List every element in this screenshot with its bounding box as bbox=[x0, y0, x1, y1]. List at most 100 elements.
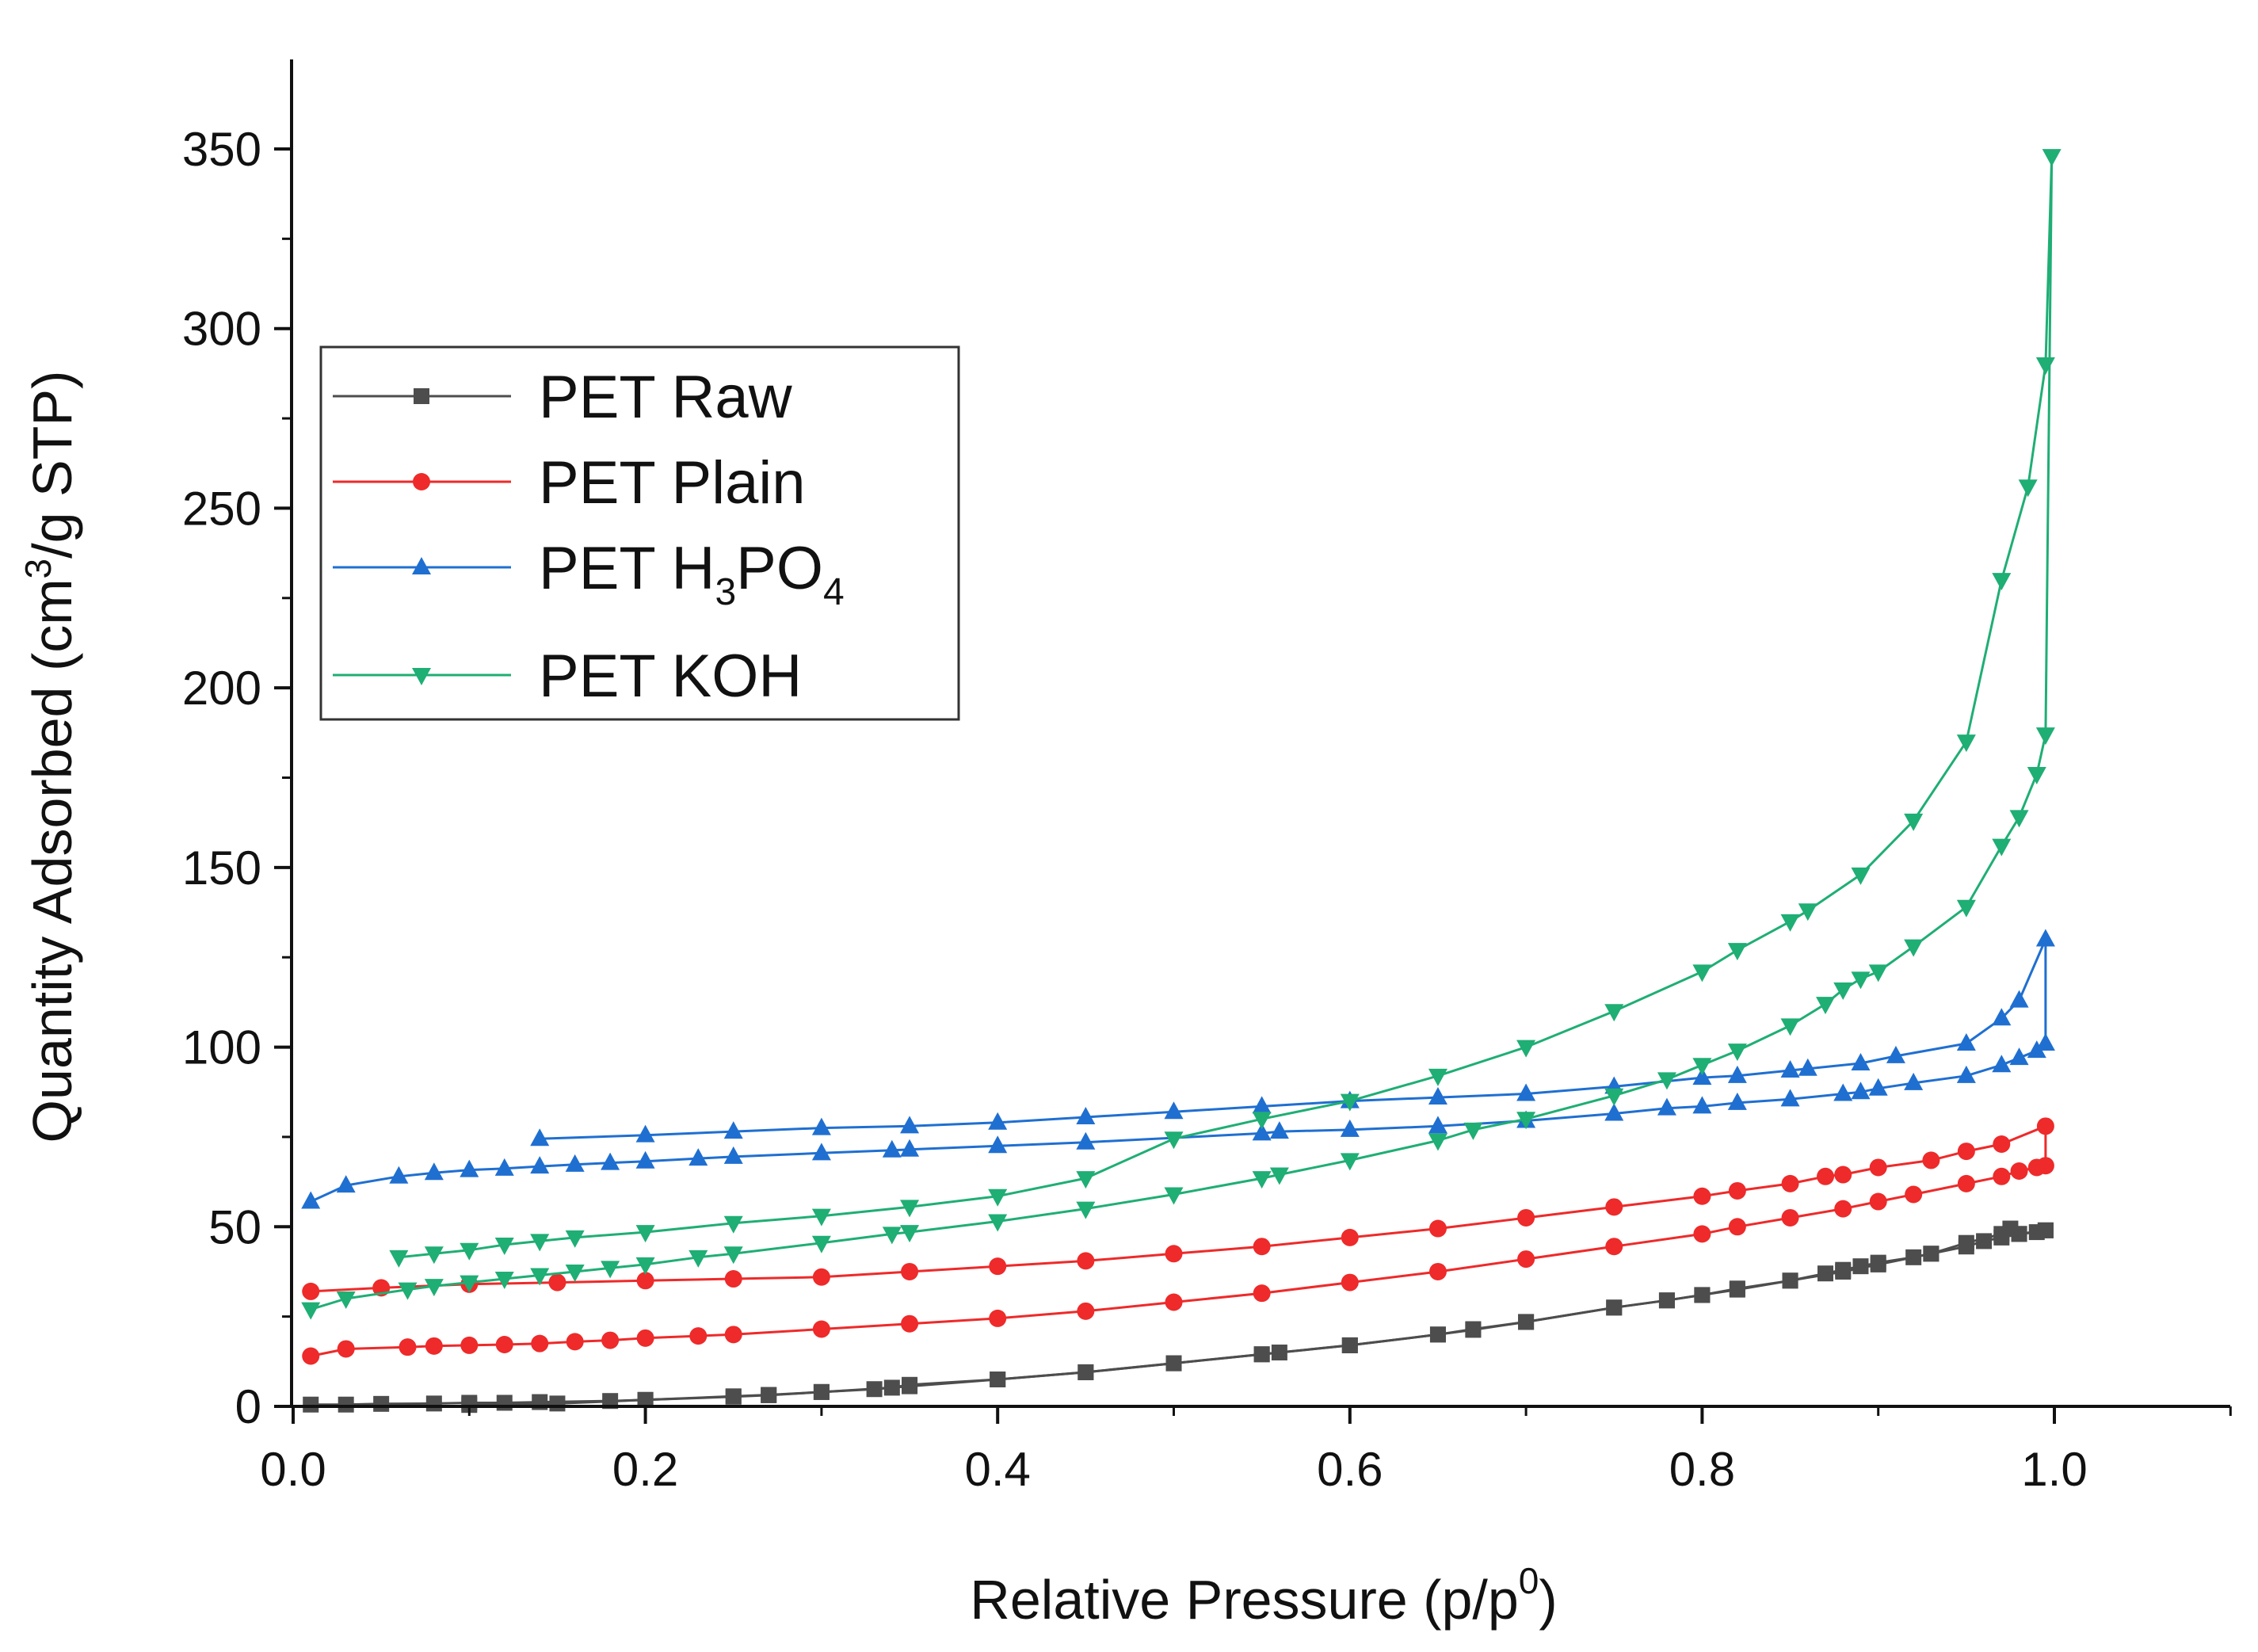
data-point bbox=[723, 1146, 743, 1164]
data-point bbox=[1604, 1103, 1624, 1121]
data-point bbox=[2009, 810, 2029, 828]
data-point bbox=[1727, 1065, 1747, 1083]
series-2 bbox=[301, 929, 2055, 1209]
data-point bbox=[1165, 1355, 1182, 1372]
series-3 bbox=[301, 149, 2062, 1320]
data-point bbox=[1428, 1068, 1447, 1086]
data-point bbox=[883, 1379, 900, 1396]
data-point bbox=[1993, 1135, 2011, 1153]
legend: PET Raw PET Plain PET H3PO4 PET KOH bbox=[319, 345, 960, 721]
data-point bbox=[1851, 971, 1871, 990]
y-axis-title-sup: 3 bbox=[17, 559, 59, 579]
data-point bbox=[1658, 1292, 1675, 1309]
data-point bbox=[1269, 1167, 1289, 1185]
data-point bbox=[460, 1159, 479, 1177]
y-tick-label: 0 bbox=[235, 1380, 261, 1433]
data-point bbox=[882, 1139, 902, 1158]
data-point bbox=[1780, 1018, 1800, 1036]
data-point bbox=[635, 1150, 655, 1169]
data-point bbox=[1605, 1238, 1623, 1256]
legend-label: PET H3PO4 bbox=[539, 535, 845, 613]
data-point bbox=[2018, 479, 2038, 498]
y-tick-label: 50 bbox=[208, 1200, 261, 1253]
data-point bbox=[1078, 1364, 1094, 1380]
y-axis-title-main: Quantity Adsorbed (cm bbox=[21, 578, 83, 1143]
data-point bbox=[1693, 1225, 1711, 1243]
data-point bbox=[494, 1237, 514, 1255]
data-point bbox=[1904, 1072, 1924, 1090]
data-point bbox=[336, 1175, 356, 1193]
data-point bbox=[724, 1270, 742, 1288]
data-point bbox=[882, 1227, 902, 1245]
data-point bbox=[1798, 1058, 1817, 1076]
x-tick-label: 0.0 bbox=[260, 1443, 326, 1496]
legend-marker bbox=[412, 557, 431, 574]
data-point bbox=[1798, 903, 1817, 921]
series-line-adsorption bbox=[310, 1042, 2046, 1203]
data-point bbox=[1341, 1273, 1359, 1291]
legend-entry: PET Plain bbox=[333, 449, 806, 517]
data-point bbox=[1869, 1192, 1887, 1211]
y-tick-label: 150 bbox=[182, 841, 261, 895]
data-point bbox=[1605, 1198, 1623, 1216]
data-point bbox=[1165, 1245, 1183, 1263]
legend-label: PET KOH bbox=[539, 643, 802, 710]
x-axis-title-main: Relative Pressure (p/p bbox=[970, 1569, 1519, 1631]
data-point bbox=[1077, 1252, 1095, 1270]
y-tick-label: 250 bbox=[182, 482, 261, 535]
data-point bbox=[1465, 1321, 1482, 1337]
data-point bbox=[1957, 1174, 1975, 1192]
data-point bbox=[460, 1275, 479, 1293]
legend-marker bbox=[413, 473, 430, 490]
data-point bbox=[901, 1314, 919, 1333]
data-point bbox=[460, 1242, 479, 1261]
y-tick-label: 350 bbox=[182, 123, 261, 176]
data-point bbox=[988, 1112, 1008, 1130]
legend-marker bbox=[412, 668, 431, 685]
data-point bbox=[1992, 573, 2012, 591]
data-point bbox=[900, 1116, 920, 1134]
series-layer bbox=[301, 149, 2062, 1414]
data-point bbox=[1904, 813, 1924, 831]
data-point bbox=[1657, 1072, 1676, 1090]
data-point bbox=[565, 1154, 585, 1172]
data-point bbox=[1428, 1116, 1447, 1134]
data-point bbox=[399, 1338, 417, 1356]
data-point bbox=[901, 1262, 919, 1280]
data-point bbox=[2009, 1047, 2029, 1066]
data-point bbox=[1781, 1208, 1799, 1227]
data-point bbox=[723, 1121, 743, 1139]
legend-entries: PET Raw PET Plain PET H3PO4 PET KOH bbox=[333, 364, 845, 710]
data-point bbox=[530, 1234, 550, 1252]
data-point bbox=[1341, 1228, 1359, 1246]
data-point bbox=[1727, 943, 1747, 961]
data-point bbox=[635, 1124, 655, 1143]
data-point bbox=[2009, 990, 2029, 1008]
data-point bbox=[2035, 727, 2055, 746]
data-point bbox=[1992, 1008, 2012, 1026]
data-point bbox=[1870, 1256, 1886, 1272]
data-point bbox=[1782, 1272, 1798, 1289]
data-point bbox=[988, 1214, 1008, 1232]
data-point bbox=[1164, 1101, 1184, 1120]
data-point bbox=[1817, 1167, 1835, 1185]
legend-label-part: PET Plain bbox=[539, 449, 806, 517]
data-point bbox=[902, 1376, 918, 1393]
data-point bbox=[530, 1128, 550, 1146]
data-point bbox=[1956, 1033, 1976, 1051]
data-point bbox=[601, 1331, 620, 1349]
legend-entry: PET H3PO4 bbox=[333, 535, 845, 613]
data-point bbox=[1269, 1121, 1289, 1139]
data-point bbox=[1923, 1246, 1940, 1262]
data-point bbox=[1922, 1151, 1940, 1169]
data-point bbox=[1252, 1112, 1272, 1130]
data-point bbox=[1834, 1166, 1852, 1184]
data-point bbox=[1076, 1106, 1096, 1124]
data-point bbox=[1905, 1185, 1923, 1204]
data-point bbox=[398, 1282, 418, 1300]
data-point bbox=[1692, 1096, 1712, 1114]
data-point bbox=[1517, 1250, 1535, 1269]
data-point bbox=[1692, 964, 1712, 982]
